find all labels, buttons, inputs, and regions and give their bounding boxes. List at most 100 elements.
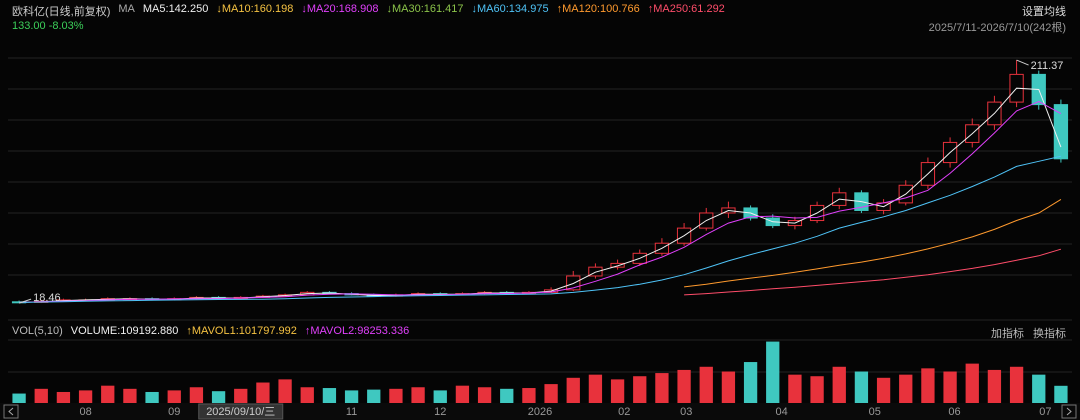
volume-bar (234, 388, 248, 403)
volume-bar (677, 369, 691, 403)
annotation: 18.46 (33, 292, 61, 304)
x-tick-label: 12 (434, 406, 446, 418)
volume-bar (832, 366, 846, 403)
volume-bar (344, 390, 359, 403)
volume-bar (566, 377, 580, 403)
volume-bar (278, 379, 292, 403)
date-range: 2025/7/11-2026/7/10(242根) (928, 22, 1066, 34)
volume-bar (766, 341, 780, 403)
ma-header: 欧科亿(日线,前复权) MA MA5:142.250 ↓MA10:160.198 ↓… (12, 3, 725, 19)
ma-line (684, 248, 1062, 296)
ma-label: MA (118, 3, 135, 15)
x-tick-label: 03 (680, 406, 692, 418)
volume-bar (921, 368, 935, 403)
volume-bar (633, 376, 647, 403)
x-tick-label: 08 (79, 406, 91, 418)
x-tick-label: 02 (618, 406, 630, 418)
volume-bar (56, 391, 71, 403)
x-tick-label: 06 (948, 406, 960, 418)
volume-bar (854, 371, 869, 403)
ma-value: ↓MA60:134.975 (471, 3, 549, 15)
crosshair-label: 2025/09/10/三 (206, 406, 275, 418)
x-tick-label: 04 (775, 406, 787, 418)
add-indicator[interactable]: 加指标 (991, 328, 1024, 340)
volume-bar (300, 387, 314, 403)
volume-bar (544, 384, 558, 403)
volume-bar (455, 385, 470, 403)
volume-bar (1054, 385, 1068, 403)
volume-bar (965, 363, 979, 403)
crosshair-label-box (198, 403, 284, 420)
volume-bar (610, 379, 625, 403)
candle-body (566, 275, 581, 291)
volume-bar (189, 387, 204, 403)
volume-bar (256, 382, 270, 403)
volume-bar (699, 366, 713, 403)
volume-bar (588, 374, 603, 403)
volume-bar (810, 376, 824, 403)
volume-value: VOLUME:109192.880 (70, 325, 179, 337)
x-tick-label: 09 (168, 406, 180, 418)
annotation-leader (1016, 59, 1029, 66)
volume-bar (167, 390, 181, 403)
volume-bar (522, 388, 536, 403)
ma-items: MA5:142.250 ↓MA10:160.198 ↓MA20:168.908 ↓MA… (143, 3, 725, 19)
volume-bar (389, 388, 403, 403)
volume-bar (322, 388, 337, 403)
x-tick-label: 11 (346, 406, 357, 418)
volume-bar (655, 373, 669, 403)
annotation: 211.37 (1031, 60, 1064, 72)
ma-value: ↓MA20:168.908 (301, 3, 379, 15)
volume-bar (743, 362, 758, 403)
volume-bar (943, 371, 957, 403)
ma-value: MA5:142.250 (142, 3, 209, 15)
volume-bar (123, 388, 137, 403)
volume-bar (433, 390, 447, 403)
volume-bar (899, 374, 913, 403)
volume-bar (211, 391, 226, 403)
x-tick-label: 05 (869, 406, 881, 418)
switch-indicator[interactable]: 换指标 (1033, 328, 1066, 340)
volume-name: VOL(5,10) (12, 325, 63, 337)
ma-line (19, 155, 1062, 303)
candle-body (588, 266, 603, 277)
volume-bar (1032, 374, 1046, 403)
volume-bar (367, 389, 381, 403)
volume-header: VOL(5,10) VOLUME:109192.880 ↑MAVOL1:10179… (12, 325, 409, 337)
annotation-leader (18, 298, 32, 304)
volume-bar (1009, 366, 1024, 403)
volume-bar (788, 374, 802, 403)
grid (8, 57, 1072, 373)
candle-body (1053, 104, 1069, 160)
volume-bar (500, 388, 514, 403)
x-tick-label: 2026 (528, 406, 552, 418)
scroll-left-icon (8, 407, 14, 416)
volume-bar (987, 369, 1002, 403)
volume-value: ↑MAVOL2:98253.336 (304, 325, 410, 337)
ma-value: ↑MA120:100.766 (556, 3, 640, 15)
volume-bar (477, 387, 492, 403)
volume-value: ↑MAVOL1:101797.992 (186, 325, 297, 337)
x-tick-label: 07 (1039, 406, 1051, 418)
volume-bar (34, 388, 48, 403)
volume-bar (78, 390, 93, 403)
volume-bar (12, 393, 26, 403)
ma-value: ↑MA250:61.292 (647, 3, 725, 15)
ma-value: ↓MA30:161.417 (386, 3, 464, 15)
settings-button[interactable]: 设置均线 (1022, 6, 1066, 18)
volume-bar (101, 385, 115, 403)
ma-line (684, 198, 1062, 288)
volume-items: VOLUME:109192.880 ↑MAVOL1:101797.992 ↑MAVO… (71, 325, 410, 337)
price-change: 133.00 -8.03% (12, 20, 84, 32)
scroll-right-button[interactable] (1061, 404, 1077, 419)
scroll-right-icon (1066, 407, 1072, 416)
scroll-left-button[interactable] (3, 404, 19, 419)
ma-line (19, 100, 1062, 303)
volume-bar (145, 391, 159, 403)
stock-title: 欧科亿(日线,前复权) (12, 6, 111, 18)
candle-body (610, 262, 625, 268)
volume-bar (876, 377, 891, 403)
volume-bar (721, 371, 736, 403)
